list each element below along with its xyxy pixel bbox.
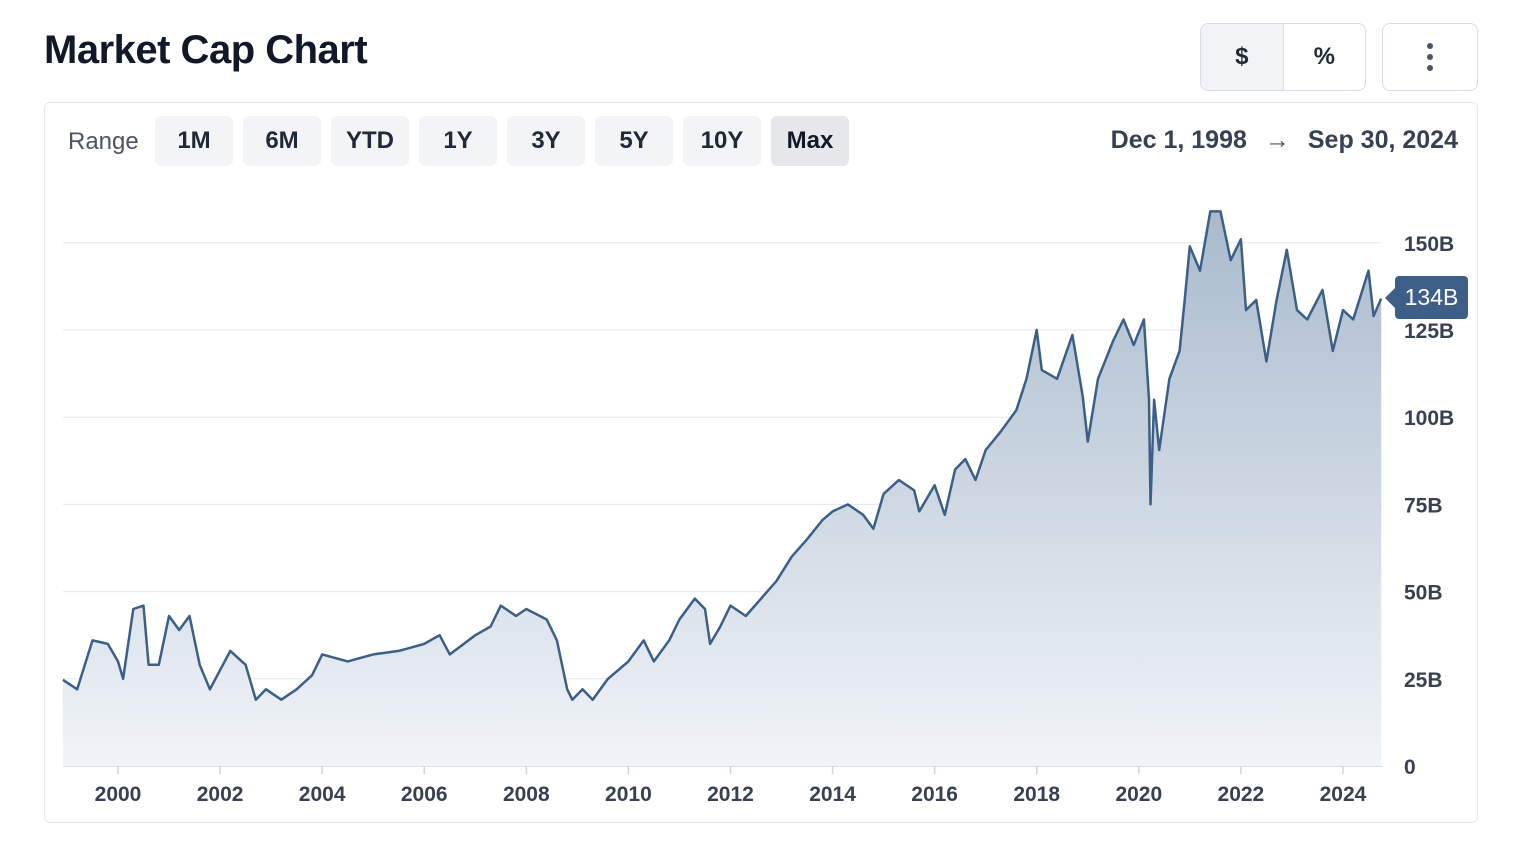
y-tick-label: 100B: [1404, 407, 1454, 430]
range-1y-button[interactable]: 1Y: [419, 116, 497, 166]
y-tick-label: 25B: [1404, 669, 1443, 692]
x-tick-label: 2016: [911, 783, 958, 806]
chart-card: [44, 102, 1478, 823]
series-line: [62, 210, 1383, 701]
y-tick-label: 0: [1404, 756, 1416, 779]
range-10y-button[interactable]: 10Y: [683, 116, 761, 166]
x-tick-label: 2002: [197, 783, 244, 806]
x-tick-label: 2014: [809, 783, 856, 806]
date-range: Dec 1, 1998 → Sep 30, 2024: [1111, 126, 1458, 155]
kebab-menu-icon: [1427, 65, 1433, 71]
range-selector: 1M 6M YTD 1Y 3Y 5Y 10Y Max: [155, 116, 849, 166]
y-tick-label: 50B: [1404, 582, 1443, 605]
range-1m-button[interactable]: 1M: [155, 116, 233, 166]
dollar-toggle-button[interactable]: $: [1201, 24, 1284, 90]
range-label: Range: [68, 128, 139, 155]
range-5y-button[interactable]: 5Y: [595, 116, 673, 166]
more-options-button[interactable]: [1382, 23, 1478, 91]
y-tick-label: 75B: [1404, 494, 1443, 517]
page-title: Market Cap Chart: [44, 28, 368, 72]
x-tick-label: 2008: [503, 783, 550, 806]
range-3y-button[interactable]: 3Y: [507, 116, 585, 166]
range-max-button[interactable]: Max: [771, 116, 849, 166]
range-6m-button[interactable]: 6M: [243, 116, 321, 166]
x-tick-label: 2012: [707, 783, 754, 806]
x-tick-label: 2020: [1115, 783, 1162, 806]
y-tick-label: 125B: [1404, 320, 1454, 343]
x-tick-label: 2006: [401, 783, 448, 806]
x-tick-label: 2010: [605, 783, 652, 806]
end-date[interactable]: Sep 30, 2024: [1307, 126, 1458, 154]
area-fill: [62, 211, 1382, 766]
kebab-menu-icon: [1427, 43, 1433, 49]
x-tick-label: 2018: [1013, 783, 1060, 806]
kebab-menu-icon: [1427, 54, 1433, 60]
currency-percent-toggle[interactable]: $ %: [1200, 23, 1366, 91]
range-ytd-button[interactable]: YTD: [331, 116, 409, 166]
percent-toggle-button[interactable]: %: [1313, 43, 1335, 70]
start-date[interactable]: Dec 1, 1998: [1110, 126, 1247, 154]
y-tick-label: 150B: [1404, 233, 1454, 256]
current-value-tag: 134B: [1385, 276, 1468, 319]
x-tick-label: 2024: [1320, 783, 1367, 806]
x-tick-label: 2004: [299, 783, 346, 806]
x-tick-label: 2000: [95, 783, 142, 806]
x-tick-label: 2022: [1218, 783, 1265, 806]
arrow-right-icon: →: [1264, 126, 1290, 154]
